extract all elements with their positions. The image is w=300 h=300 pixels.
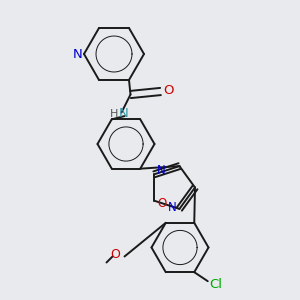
Text: Cl: Cl <box>209 278 222 291</box>
Text: N: N <box>119 107 129 120</box>
Text: N: N <box>168 201 176 214</box>
Text: N: N <box>157 164 165 177</box>
Text: O: O <box>164 84 174 98</box>
Text: O: O <box>111 248 120 261</box>
Text: O: O <box>157 196 167 210</box>
Text: N: N <box>73 47 82 61</box>
Text: H: H <box>110 109 118 119</box>
